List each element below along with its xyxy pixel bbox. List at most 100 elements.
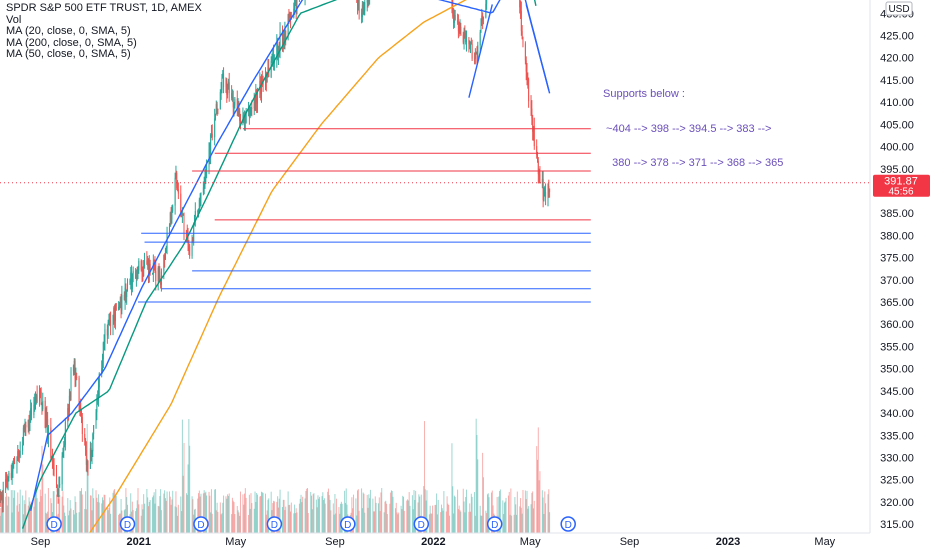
volume-bar bbox=[64, 515, 66, 533]
candle-body bbox=[147, 263, 149, 266]
candle-body bbox=[180, 193, 182, 215]
volume-bar bbox=[214, 489, 216, 533]
candle-body bbox=[29, 415, 31, 431]
time-tick-label: 2021 bbox=[127, 536, 151, 548]
volume-bar bbox=[182, 475, 184, 533]
dividend-label: D bbox=[565, 520, 572, 531]
candle-body bbox=[137, 270, 139, 277]
candle-body bbox=[251, 107, 253, 109]
volume-bar bbox=[369, 489, 371, 533]
dividend-marker[interactable]: D bbox=[486, 516, 503, 532]
candle-body bbox=[289, 13, 291, 18]
volume-bar bbox=[59, 495, 61, 533]
volume-bar bbox=[125, 488, 127, 533]
volume-bar bbox=[458, 505, 460, 533]
volume-bar bbox=[186, 494, 188, 533]
volume-bar bbox=[419, 496, 421, 533]
volume-bar bbox=[401, 509, 403, 533]
candle-body bbox=[62, 450, 64, 457]
candle-body bbox=[236, 98, 238, 111]
volume-bar bbox=[238, 512, 240, 533]
volume-bar bbox=[499, 491, 501, 533]
volume-bar bbox=[260, 495, 262, 533]
volume-bar bbox=[28, 497, 30, 533]
volume-bar bbox=[234, 514, 236, 533]
volume-bar bbox=[386, 514, 388, 533]
volume-bar bbox=[104, 494, 106, 533]
legend-ma50[interactable]: MA (50, close, 0, SMA, 5) bbox=[6, 48, 131, 60]
candle-body bbox=[183, 214, 185, 232]
volume-bar bbox=[502, 500, 504, 533]
volume-bar bbox=[521, 513, 523, 533]
candle-body bbox=[270, 61, 272, 78]
candle-body bbox=[108, 318, 110, 323]
volume-bar bbox=[97, 501, 99, 533]
volume-bar bbox=[423, 486, 425, 533]
volume-bar bbox=[460, 511, 462, 533]
candle-body bbox=[228, 82, 230, 94]
dividend-marker[interactable]: D bbox=[46, 516, 62, 532]
symbol-title[interactable]: SPDR S&P 500 ETF TRUST, 1D, AMEX bbox=[6, 2, 202, 14]
legend-ma20[interactable]: MA (20, close, 0, SMA, 5) bbox=[6, 25, 131, 37]
volume-bar bbox=[431, 513, 433, 533]
volume-bar bbox=[170, 504, 172, 533]
candle-body bbox=[192, 239, 194, 241]
volume-bar bbox=[390, 490, 392, 533]
candle-body bbox=[19, 450, 21, 457]
trendline-2 bbox=[525, 4, 551, 94]
volume-bar bbox=[223, 495, 225, 533]
candle-body bbox=[64, 444, 66, 446]
volume-bar bbox=[239, 515, 241, 533]
support-annotation[interactable]: Supports below : ~404 --> 398 --> 394.5 … bbox=[603, 66, 783, 193]
volume-bar bbox=[180, 496, 182, 533]
candle-body bbox=[57, 492, 59, 496]
candle-body bbox=[44, 400, 46, 428]
dividend-marker[interactable]: D bbox=[340, 516, 356, 532]
volume-bar bbox=[248, 514, 250, 533]
volume-bar bbox=[520, 498, 522, 533]
candle-body bbox=[266, 76, 268, 83]
volume-bar bbox=[338, 507, 340, 533]
volume-bar bbox=[525, 499, 527, 533]
legend-volume[interactable]: Vol bbox=[6, 13, 22, 26]
candle-body bbox=[73, 360, 75, 366]
volume-bar bbox=[154, 503, 156, 533]
volume-bar bbox=[126, 497, 128, 533]
legend-ma200[interactable]: MA (200, close, 0, SMA, 5) bbox=[6, 36, 137, 49]
candle-body bbox=[85, 450, 87, 465]
volume-bar bbox=[267, 499, 269, 533]
volume-bar bbox=[448, 504, 450, 533]
volume-bar bbox=[424, 421, 426, 533]
candle-body bbox=[126, 291, 128, 298]
volume-bar bbox=[191, 496, 193, 533]
currency-badge[interactable]: USD bbox=[885, 1, 913, 16]
volume-bar bbox=[428, 514, 430, 533]
candle-body bbox=[362, 4, 364, 12]
price-tick-label: 385.00 bbox=[880, 208, 914, 220]
candle-body bbox=[96, 399, 98, 413]
dividend-marker[interactable]: D bbox=[560, 516, 576, 532]
dividend-marker[interactable]: D bbox=[413, 516, 430, 532]
candle-body bbox=[69, 395, 71, 397]
volume-bar bbox=[200, 493, 202, 533]
dividend-marker[interactable]: D bbox=[193, 516, 209, 532]
candle-body bbox=[194, 217, 195, 224]
volume-bar bbox=[446, 496, 448, 533]
volume-bar bbox=[265, 493, 267, 533]
candle-body bbox=[366, 0, 368, 3]
volume-bar bbox=[113, 490, 115, 533]
volume-bar bbox=[481, 515, 483, 533]
candle-body bbox=[125, 287, 127, 298]
dividend-marker[interactable]: D bbox=[266, 516, 283, 532]
dividend-marker[interactable]: D bbox=[119, 516, 136, 532]
candle-body bbox=[279, 31, 281, 51]
candle-body bbox=[215, 104, 217, 115]
volume-bar bbox=[447, 503, 449, 533]
candle-body bbox=[189, 246, 191, 256]
candle-body bbox=[542, 178, 544, 200]
candle-body bbox=[188, 244, 190, 247]
volume-bar bbox=[29, 501, 31, 533]
